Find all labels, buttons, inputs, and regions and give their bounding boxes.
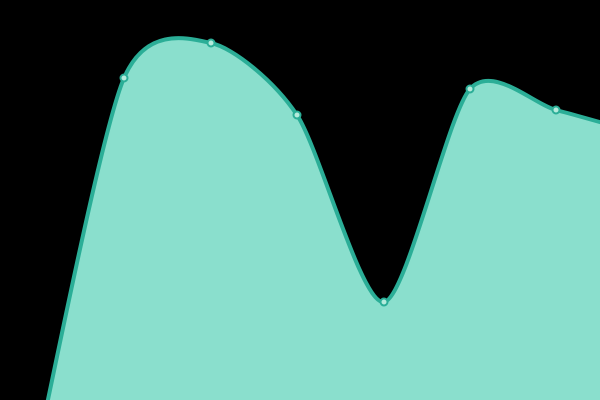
chart-area-fill [47,38,600,400]
chart-line [45,36,600,400]
chart-point-marker-5[interactable] [465,84,475,94]
chart-point-marker-6[interactable] [551,105,561,115]
area-chart-canvas [45,36,600,400]
chart-point-marker-3[interactable] [292,110,302,120]
chart-point-marker-2[interactable] [206,38,216,48]
chart-point-marker-4[interactable] [379,297,389,307]
area-chart [40,16,600,400]
chart-point-marker-1[interactable] [119,73,129,83]
